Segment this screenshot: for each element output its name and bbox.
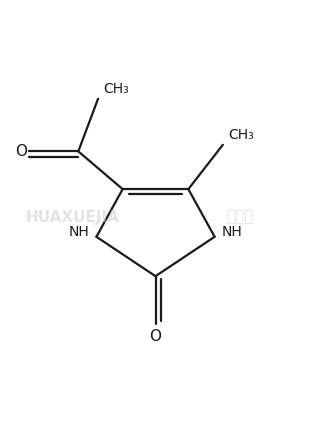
- Text: HUAXUEJIA: HUAXUEJIA: [26, 210, 120, 224]
- Text: CH₃: CH₃: [228, 128, 254, 141]
- Text: CH₃: CH₃: [103, 82, 129, 96]
- Text: NH: NH: [221, 225, 242, 239]
- Text: 化学加: 化学加: [226, 210, 254, 224]
- Text: NH: NH: [69, 225, 90, 239]
- Text: O: O: [15, 144, 27, 159]
- Text: O: O: [150, 329, 162, 344]
